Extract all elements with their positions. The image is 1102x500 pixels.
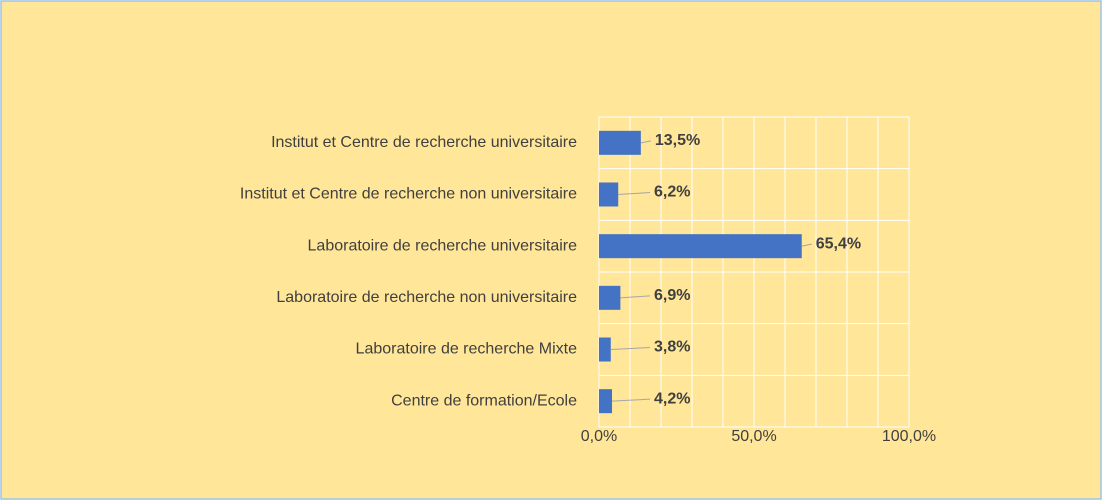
leader-line <box>801 243 812 247</box>
category-label: Centre de formation/Ecole <box>391 392 577 409</box>
data-label: 3,8% <box>654 339 690 356</box>
leader-line <box>640 140 651 144</box>
bar <box>599 182 619 207</box>
x-tick-label: 50,0% <box>731 428 776 445</box>
category-label: Laboratoire de recherche universitaire <box>308 237 578 254</box>
data-label: 65,4% <box>816 235 861 252</box>
category-label: Institut et Centre de recherche universi… <box>271 134 577 151</box>
category-label: Laboratoire de recherche Mixte <box>356 341 578 358</box>
category-label: Laboratoire de recherche non universitai… <box>276 289 577 306</box>
data-label: 6,2% <box>654 184 690 201</box>
data-label: 6,9% <box>654 287 690 304</box>
leader-line <box>611 398 651 402</box>
data-label: 13,5% <box>655 132 700 149</box>
bar <box>599 130 641 155</box>
bar <box>599 337 611 362</box>
bar <box>599 389 613 414</box>
data-label: 4,2% <box>654 390 690 407</box>
bar <box>599 234 802 259</box>
leader-line <box>618 192 651 195</box>
category-label: Institut et Centre de recherche non univ… <box>240 186 577 203</box>
leader-line <box>610 347 651 350</box>
x-tick-label: 100,0% <box>882 428 936 445</box>
bar <box>599 285 621 310</box>
leader-line <box>620 295 651 299</box>
x-tick-label: 0,0% <box>581 428 617 445</box>
